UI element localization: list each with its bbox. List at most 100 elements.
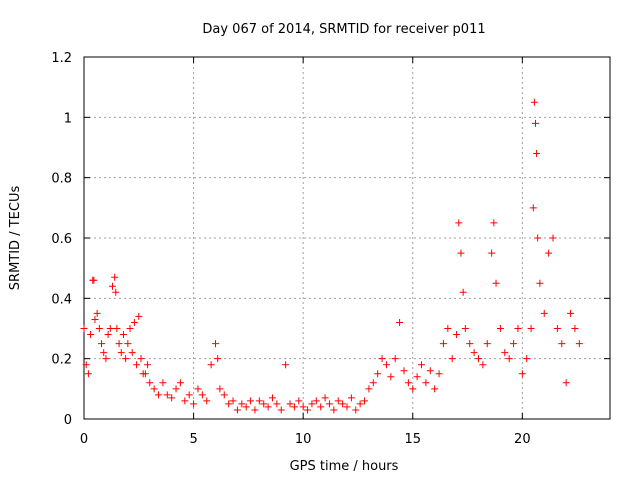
data-point (144, 361, 152, 369)
data-point (111, 273, 119, 281)
data-point (562, 379, 570, 387)
data-points (80, 98, 583, 414)
data-point (317, 403, 325, 411)
data-point (510, 340, 518, 348)
data-point (391, 355, 399, 363)
data-point (115, 340, 123, 348)
data-point (396, 318, 404, 326)
data-point (536, 279, 544, 287)
data-point (426, 367, 434, 375)
data-point (130, 318, 138, 326)
data-point (181, 397, 189, 405)
data-point (198, 391, 206, 399)
data-point (133, 361, 141, 369)
data-point (190, 400, 198, 408)
x-tick-labels: 0 5 10 15 20 (80, 432, 531, 447)
data-point (159, 379, 167, 387)
data-point (505, 355, 513, 363)
data-point (207, 361, 215, 369)
y-tick-label: 0.2 (51, 353, 72, 368)
data-point (126, 325, 134, 332)
data-point (531, 119, 539, 127)
data-point (176, 379, 184, 387)
data-point (242, 403, 250, 411)
data-point (400, 367, 408, 375)
data-point (117, 349, 125, 357)
chart-title: Day 067 of 2014, SRMTID for receiver p01… (202, 22, 485, 37)
y-tick-label: 0.4 (51, 292, 72, 307)
data-point (501, 349, 509, 357)
data-point (435, 370, 443, 378)
data-point (533, 150, 541, 158)
data-point (146, 379, 154, 387)
data-point (422, 379, 430, 387)
data-point (540, 309, 548, 317)
data-point (352, 406, 360, 414)
data-point (90, 276, 98, 284)
data-point (150, 385, 158, 393)
data-point (549, 234, 557, 242)
plot-frame (83, 56, 611, 420)
data-point (203, 397, 211, 405)
data-point (479, 361, 487, 369)
y-tick-label: 1.2 (51, 51, 72, 66)
data-point (95, 325, 103, 332)
x-tick-label: 15 (404, 432, 421, 447)
data-point (439, 340, 447, 348)
data-point (119, 331, 127, 339)
data-point (122, 355, 130, 363)
data-point (286, 400, 294, 408)
data-point (361, 397, 369, 405)
data-point (387, 373, 395, 381)
x-tick-label: 0 (80, 432, 88, 447)
data-point (347, 394, 355, 402)
ticks-layer (83, 56, 610, 420)
data-point (418, 361, 426, 369)
data-point (141, 370, 149, 378)
y-tick-labels: 0 0.2 0.4 0.6 0.8 1 1.2 (51, 51, 72, 428)
data-point (112, 288, 120, 296)
data-point (304, 406, 312, 414)
data-point (321, 394, 329, 402)
x-tick-label: 5 (189, 432, 197, 447)
data-point (492, 279, 500, 287)
data-point (404, 379, 412, 387)
data-point (339, 400, 347, 408)
data-point (431, 385, 439, 393)
data-point (273, 400, 281, 408)
data-point (98, 340, 106, 348)
data-point (214, 355, 222, 363)
data-point (100, 349, 108, 357)
data-point (212, 340, 219, 348)
data-point (334, 397, 342, 405)
x-tick-label: 20 (514, 432, 531, 447)
data-point (108, 282, 116, 290)
data-point (124, 340, 132, 348)
data-point (168, 394, 176, 402)
data-point (529, 204, 537, 212)
data-point (575, 340, 583, 348)
data-point (459, 288, 467, 296)
data-point (87, 331, 95, 339)
data-point (93, 309, 101, 317)
data-point (277, 406, 285, 414)
data-point (128, 349, 136, 357)
data-point (527, 325, 535, 332)
data-point (448, 355, 456, 363)
data-point (567, 309, 575, 317)
data-point (330, 406, 338, 414)
data-point (490, 219, 498, 227)
data-point (488, 249, 496, 257)
data-point (496, 325, 504, 332)
data-point (137, 355, 145, 363)
data-point (308, 400, 316, 408)
data-point (369, 379, 377, 387)
data-point (523, 355, 531, 363)
data-point (534, 234, 542, 242)
data-point (312, 397, 320, 405)
data-point (483, 340, 491, 348)
data-point (260, 400, 268, 408)
data-point (268, 394, 276, 402)
grid-layer (84, 57, 610, 419)
data-point (444, 325, 452, 332)
